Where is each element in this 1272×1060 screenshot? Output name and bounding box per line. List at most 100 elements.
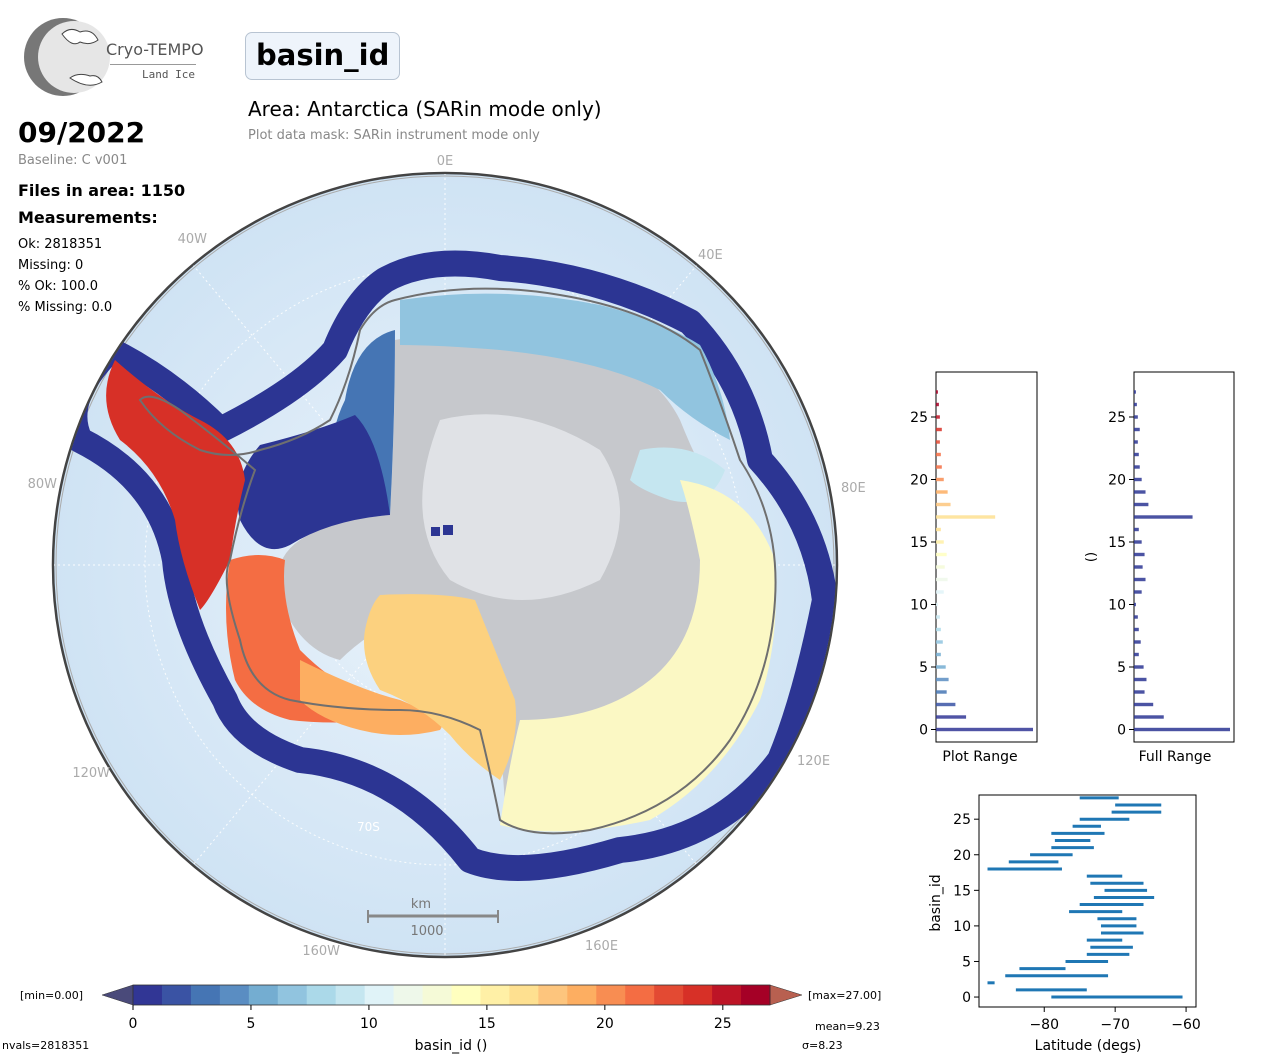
swath-band [61,250,836,881]
histogram-tick-label: 20 [910,473,928,489]
histogram-full-range: 0 5 10 15 20 25 () Full Range [1084,371,1235,765]
colorbar-swatch [161,985,192,1005]
latitude-plot: 0 5 10 15 20 25 −80 −70 −60 basin_id Latitude (… [928,794,1201,1054]
colorbar-tick-label: 5 [247,1016,256,1032]
pct-missing: % Missing: 0.0 [18,300,113,315]
histogram-bar [1134,715,1164,719]
latitude-ytick-label: 0 [962,990,971,1006]
colorbar-swatch [306,985,337,1005]
colorbar-swatch [480,985,510,1005]
lon-label-80w: 80W [28,477,58,492]
histogram-bar [1134,665,1144,669]
variable-title: basin_id [245,32,401,80]
colorbar-swatch [654,985,684,1005]
lon-label-40e: 40E [698,248,723,263]
measurements-list: Ok: 2818351 Missing: 0 % Ok: 100.0 % Mis… [18,234,112,318]
latitude-ytick-label: 15 [953,883,971,899]
colorbar-swatch [393,985,424,1005]
colorbar-tick-label: 20 [596,1016,614,1032]
histogram-bar [936,665,946,669]
histogram-tick-label: 5 [1117,660,1126,676]
histogram-bar [1134,402,1137,407]
colorbar-tick-label: 0 [129,1016,138,1032]
colorbar-swatch [451,985,481,1005]
histogram-bar [936,565,945,569]
scale-bar: km 1000 [367,897,499,939]
histogram-bar [1134,427,1140,432]
baseline-label: Baseline: C v001 [18,153,128,168]
histogram-bar [936,677,949,682]
histogram-tick-label: 10 [1108,598,1126,614]
latitude-ytick-label: 20 [953,848,971,864]
latitude-ytick-label: 5 [962,954,971,970]
histogram-bar [936,540,944,544]
histogram-bar [936,690,947,694]
logo-subtitle: Land Ice [142,68,195,81]
histogram-bar [936,465,942,469]
colorbar-swatches [133,985,771,1005]
basin-patch-gold [364,594,516,780]
histogram-bar [936,427,942,432]
histogram-bar [936,515,996,519]
scale-unit: km [411,897,431,912]
colorbar-min-label: [min=0.00] [20,989,83,1002]
missing-count: Missing: 0 [18,258,84,273]
histogram-plot-yticks: 0 5 10 15 20 25 [910,410,936,739]
colorbar-label: basin_id () [415,1038,488,1054]
colorbar-swatch [596,985,626,1005]
histogram-bar [936,640,943,644]
latitude-xtick-label: −80 [1029,1017,1059,1033]
histogram-full-ylabel: () [1084,552,1099,562]
colorbar-ticks: 0 5 10 15 20 25 [129,1005,732,1032]
histogram-bar [936,627,941,632]
basin-patch-peach [300,660,442,735]
nvals-label: nvals=2818351 [2,1039,89,1052]
polar-map: 0E 40E 80E 120E 160E 160W 120W 80W 40W 7… [28,154,866,959]
latitude-ytick-label: 25 [953,812,971,828]
colorbar-swatch [625,985,655,1005]
colorbar: [min=0.00] [max=27.00] 0 5 10 15 20 25 basin_… [2,984,881,1054]
logo-name: Cryo-TEMPO [106,40,204,59]
histogram-tick-label: 20 [1108,473,1126,489]
histogram-bar [1134,490,1146,494]
latitude-xtick-label: −60 [1171,1017,1201,1033]
histogram-bar [936,402,939,407]
histogram-bar [1134,452,1139,457]
lat-label-70s: 70S [357,820,380,834]
latitude-ytick-label: 10 [953,919,971,935]
lon-label-80e: 80E [841,481,866,496]
area-title: Area: Antarctica (SARin mode only) [248,97,602,121]
colorbar-swatch [683,985,713,1005]
sigma-label: σ=8.23 [802,1039,843,1052]
histogram-bar [1134,440,1138,444]
histogram-bar [1134,527,1139,532]
mask-subtitle: Plot data mask: SARin instrument mode on… [248,128,540,143]
histogram-tick-label: 10 [910,598,928,614]
latitude-yticks: 0 5 10 15 20 25 [953,812,979,1006]
colorbar-min-arrow [101,984,134,1006]
histogram-bar [1134,702,1154,707]
longitude-labels: 0E 40E 80E 120E 160E 160W 120W 80W 40W [28,154,866,959]
lon-label-0e: 0E [437,154,454,169]
histogram-bar [936,552,947,557]
histogram-bar [936,415,940,419]
histogram-bar [936,490,948,494]
colorbar-swatch [248,985,279,1005]
histogram-bar [1134,602,1136,607]
histogram-bar [1134,540,1142,544]
histogram-bar [1134,502,1149,507]
histogram-bar [1134,690,1145,694]
histogram-tick-label: 0 [919,723,928,739]
latitude-xlabel: Latitude (degs) [1035,1038,1142,1054]
colorbar-max-arrow [769,984,803,1006]
colorbar-swatch [741,985,771,1005]
colorbar-max-label: [max=27.00] [808,989,881,1002]
logo-globe-icon [24,18,110,96]
histogram-bar [936,440,940,444]
latitude-xticks: −80 −70 −60 [1029,1007,1201,1033]
latitude-xtick-label: −70 [1100,1017,1130,1033]
histogram-bar [936,652,941,657]
colorbar-swatch [335,985,366,1005]
histogram-plot-bars [936,390,1033,732]
histogram-tick-label: 15 [910,535,928,551]
